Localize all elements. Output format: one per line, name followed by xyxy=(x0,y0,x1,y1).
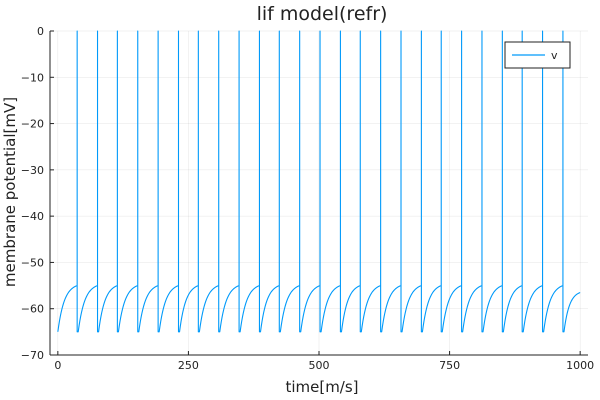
x-tick-label: 1000 xyxy=(566,359,594,372)
y-tick-label: −60 xyxy=(21,303,44,316)
y-tick-label: −30 xyxy=(21,164,44,177)
y-tick-label: −10 xyxy=(21,71,44,84)
x-tick-label: 250 xyxy=(178,359,199,372)
y-tick-label: 0 xyxy=(37,25,44,38)
y-tick-label: −40 xyxy=(21,210,44,223)
x-axis-label: time[m/s] xyxy=(285,378,358,396)
y-axis-ticks: −70 −60 −50 −40 −30 −20 −10 0 xyxy=(21,25,54,362)
y-tick-label: −50 xyxy=(21,256,44,269)
x-tick-label: 0 xyxy=(54,359,61,372)
chart-title: lif model(refr) xyxy=(257,3,388,25)
series-layer xyxy=(57,30,581,333)
y-tick-label: −70 xyxy=(21,349,44,362)
y-axis-label: membrane potential[mV] xyxy=(1,97,19,287)
x-tick-label: 750 xyxy=(439,359,460,372)
x-axis-ticks: 0 250 500 750 1000 xyxy=(54,351,594,372)
legend-label: v xyxy=(551,49,558,62)
x-tick-label: 500 xyxy=(309,359,330,372)
y-tick-label: −20 xyxy=(21,118,44,131)
series-v-line xyxy=(57,30,581,333)
legend: v xyxy=(504,41,571,69)
grid xyxy=(50,30,588,356)
